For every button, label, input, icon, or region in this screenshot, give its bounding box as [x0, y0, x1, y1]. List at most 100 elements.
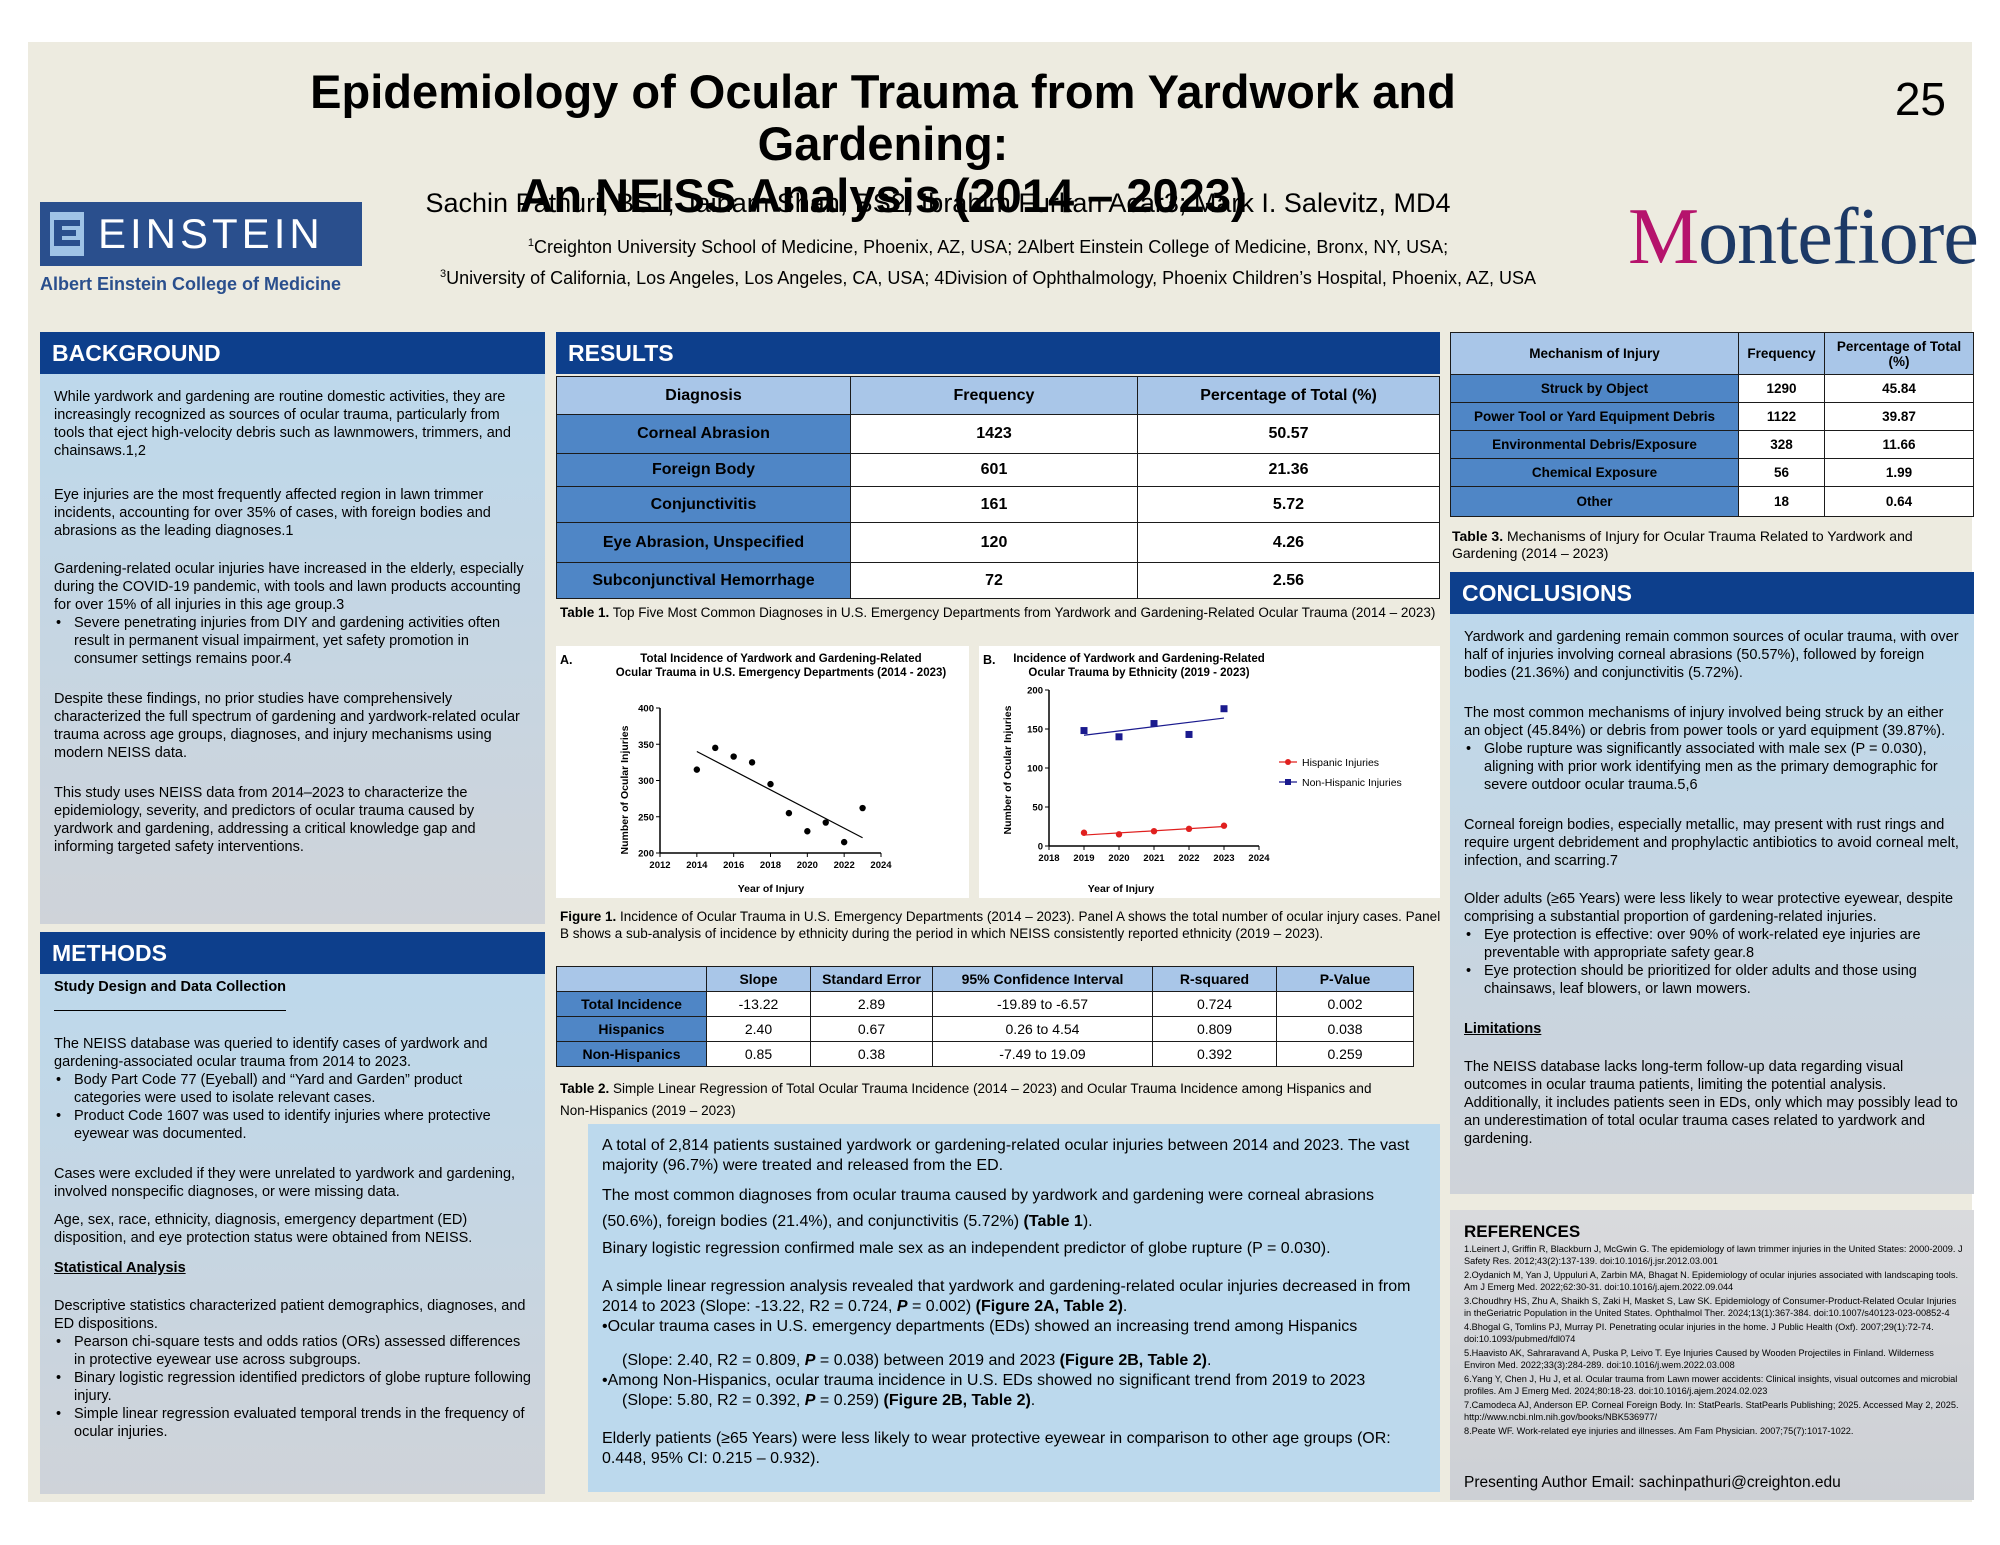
results-p6-val: = 0.038) between 2019 and 2023 — [815, 1352, 1060, 1369]
table-2-col-p: P-Value — [1276, 966, 1414, 992]
reference-item: 1.Leinert J, Griffin R, Blackburn J, McG… — [1464, 1244, 1963, 1266]
table-2-col-blank — [556, 966, 707, 992]
table-1-cell: 1423 — [850, 414, 1138, 454]
table-1-caption-text: Top Five Most Common Diagnoses in U.S. E… — [609, 605, 1436, 620]
table-1-caption-label: Table 1. — [560, 605, 610, 620]
figure-1b-title-1: Incidence of Yardwork and Gardening-Rela… — [1013, 653, 1265, 665]
limitations-text: The NEISS database lacks long-term follo… — [1464, 1059, 1958, 1147]
einstein-wordmark: EINSTEIN — [98, 210, 324, 257]
figure-1a-point — [804, 828, 811, 835]
table-3-cell: 1290 — [1738, 374, 1825, 403]
figure-1a-point — [730, 753, 737, 760]
figure-1a-point — [748, 759, 756, 766]
figure-1a-point — [785, 809, 793, 817]
figure-1b-panel-label: B. — [983, 653, 996, 667]
table-2-cell: 0.259 — [1276, 1041, 1414, 1067]
results-p1: A total of 2,814 patients sustained yard… — [602, 1137, 1410, 1174]
table-3-cell: 328 — [1738, 430, 1825, 459]
figure-1a-y-tick-label: 350 — [638, 740, 654, 751]
figure-1a-point — [859, 804, 866, 812]
figure-1b-point — [1220, 822, 1228, 829]
table-3-col-frequency: Frequency — [1738, 332, 1825, 375]
methods-p3: Age, sex, race, ethnicity, diagnosis, em… — [54, 1212, 473, 1246]
reference-item: 5.Haavisto AK, Sahraravand A, Puska P, L… — [1464, 1348, 1934, 1370]
methods-bullet-3: Pearson chi-square tests and odds ratios… — [54, 1333, 531, 1369]
table-3-cell: 1.99 — [1824, 458, 1974, 487]
results-p8-ref: (Figure 2B, Table 2) — [883, 1392, 1031, 1409]
results-p2-end: ). — [1082, 1213, 1093, 1230]
results-p4-val: = 0.002) — [907, 1298, 976, 1315]
figure-1b-point — [1115, 831, 1123, 838]
results-p2: The most common diagnoses from ocular tr… — [602, 1183, 1432, 1235]
table-2-cell: 2.40 — [706, 1016, 811, 1042]
table-1-cell: Foreign Body — [556, 453, 851, 487]
references-list: 1.Leinert J, Griffin R, Blackburn J, McG… — [1464, 1244, 1964, 1441]
figure-1a-y-tick-label: 200 — [638, 849, 654, 860]
table-2-cell: 2.89 — [810, 991, 933, 1017]
figure-1a-point — [840, 838, 848, 846]
table-2-caption-label: Table 2. — [560, 1081, 610, 1096]
table-row: Chemical Exposure 56 1.99 — [1450, 458, 1974, 487]
figure-1a-xlabel: Year of Injury — [738, 883, 805, 895]
conclusions-heading: CONCLUSIONS — [1450, 572, 1974, 614]
figure-1a-chart: A. Total Incidence of Yardwork and Garde… — [560, 653, 946, 895]
results-p7: •Among Non-Hispanics, ocular trauma inci… — [602, 1372, 1366, 1389]
figure-1b-xlabel: Year of Injury — [1088, 883, 1155, 895]
methods-p2: Cases were excluded if they were unrelat… — [54, 1166, 516, 1200]
figure-1a-x-tick-label: 2022 — [834, 860, 855, 871]
results-p6-text: (Slope: 2.40, R2 = 0.809, — [622, 1352, 805, 1369]
table-row: Non-Hispanics 0.85 0.38 -7.49 to 19.09 0.392… — [556, 1041, 1414, 1067]
table-1-cell: 161 — [850, 486, 1138, 523]
table-row: Struck by Object 1290 45.84 — [1450, 374, 1974, 403]
results-p8-end: . — [1030, 1392, 1036, 1409]
title-line-2: An NEISS Analysis (2014 – 2023) — [519, 169, 1247, 222]
table-3-mechanisms: Mechanism of Injury Frequency Percentage… — [1450, 332, 1974, 517]
figure-1b-point — [1150, 720, 1158, 728]
table-3-cell: 56 — [1738, 458, 1825, 487]
montefiore-logo: Montefiore — [1628, 192, 1979, 283]
figure-1b-legend-label: Non-Hispanic Injuries — [1302, 777, 1402, 789]
figure-1a-x-tick-label: 2018 — [760, 860, 781, 871]
table-2-col-slope: Slope — [706, 966, 811, 992]
results-p6: (Slope: 2.40, R2 = 0.809, P = 0.038) bet… — [602, 1351, 1432, 1371]
table-1-cell: Conjunctivitis — [556, 486, 851, 523]
results-p4-ref: (Figure 2A, Table 2) — [975, 1298, 1123, 1315]
table-3-cell: 45.84 — [1824, 374, 1974, 403]
affil-line-2: University of California, Los Angeles, L… — [446, 268, 1536, 288]
methods-section: METHODS Study Design and Data Collection… — [40, 932, 545, 1494]
title-line-1: Epidemiology of Ocular Trauma from Yardw… — [310, 65, 1456, 170]
table-2-cell: 0.809 — [1152, 1016, 1277, 1042]
table-1-cell: 2.56 — [1137, 562, 1440, 599]
figure-1b-y-tick-label: 0 — [1038, 842, 1043, 853]
table-row: Other 18 0.64 — [1450, 486, 1974, 517]
reference-item: 6.Yang Y, Chen J, Hu J, et al. Ocular tr… — [1464, 1374, 1958, 1396]
conclusions-bullet-1: Globe rupture was significantly associat… — [1464, 740, 1960, 794]
figure-1b-marks — [1080, 705, 1228, 838]
table-1-cell: Subconjunctival Hemorrhage — [556, 562, 851, 599]
figure-1b-x-tick-label: 2024 — [1248, 853, 1270, 864]
results-p4-end: . — [1122, 1298, 1128, 1315]
figure-1b-chart: B. Incidence of Yardwork and Gardening-R… — [983, 653, 1402, 895]
table-3-cell: 18 — [1738, 486, 1825, 517]
conclusions-p2: The most common mechanisms of injury inv… — [1464, 705, 1946, 739]
figure-1b-y-tick-label: 100 — [1027, 764, 1043, 775]
conclusions-p3: Corneal foreign bodies, especially metal… — [1464, 817, 1959, 869]
results-summary: A total of 2,814 patients sustained yard… — [588, 1124, 1440, 1492]
results-heading-bar: RESULTS — [556, 332, 1440, 374]
figure-1b-legend-marker — [1285, 779, 1291, 785]
affil-sup-3: 3 — [439, 268, 447, 280]
background-p5: This study uses NEISS data from 2014–202… — [54, 785, 476, 855]
table-2-cell: Hispanics — [556, 1016, 707, 1042]
figure-1b-x-tick-label: 2018 — [1038, 853, 1059, 864]
references-heading: REFERENCES — [1464, 1222, 1581, 1241]
table-2-cell: 0.002 — [1276, 991, 1414, 1017]
figure-1b-x-tick-label: 2021 — [1143, 853, 1165, 864]
figure-1b: B. Incidence of Yardwork and Gardening-R… — [979, 646, 1440, 898]
conclusions-p4: Older adults (≥65 Years) were less likel… — [1464, 891, 1954, 925]
table-2-cell: -19.89 to -6.57 — [932, 991, 1153, 1017]
references-section: REFERENCES 1.Leinert J, Griffin R, Black… — [1450, 1210, 1974, 1500]
figure-1b-x-tick-label: 2020 — [1108, 853, 1129, 864]
figure-1a-point — [693, 766, 701, 773]
table-2-col-se: Standard Error — [810, 966, 933, 992]
table-row: Conjunctivitis 161 5.72 — [556, 486, 1440, 523]
